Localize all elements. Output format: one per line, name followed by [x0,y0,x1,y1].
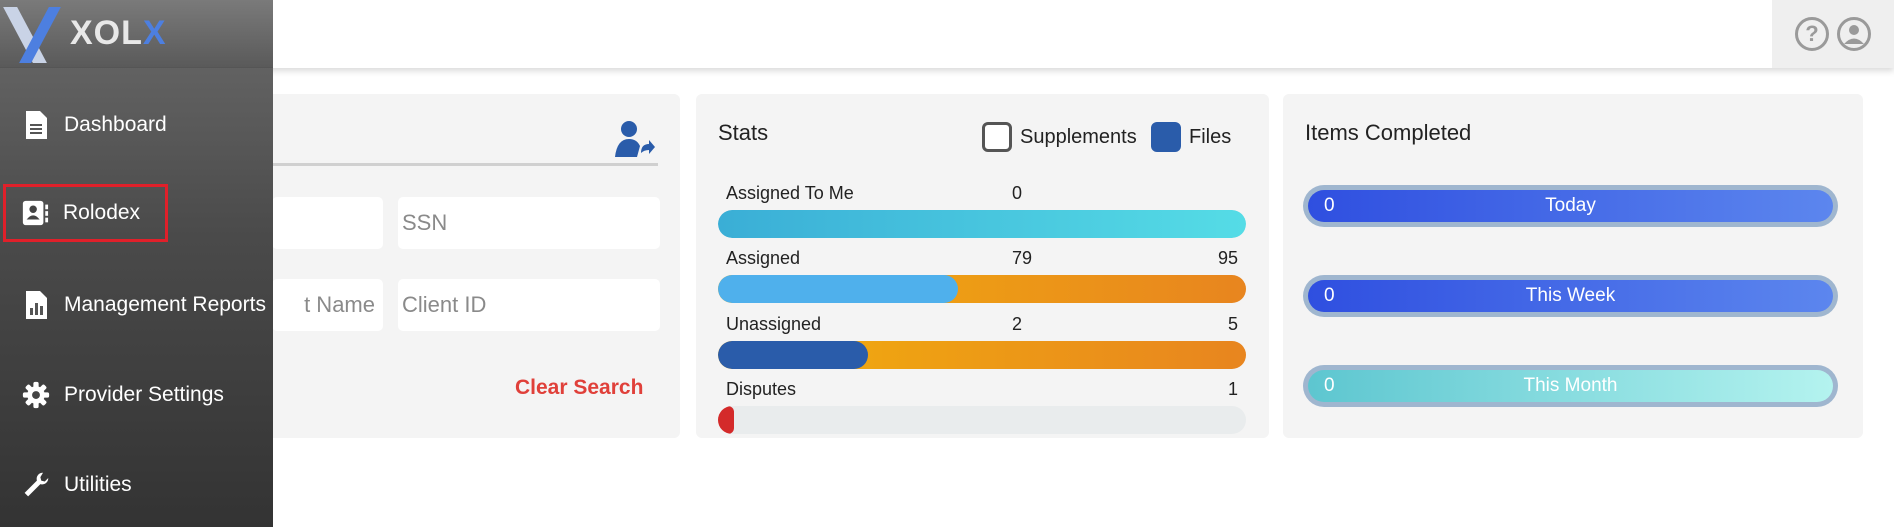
supplements-label: Supplements [1020,125,1137,148]
items-completed-title: Items Completed [1305,120,1472,145]
search-panel: SSN t Name Client ID Clear Search [200,94,680,438]
sidebar-item-label: Provider Settings [64,383,224,406]
contact-card-icon [21,198,49,228]
question-circle-icon[interactable]: ? [1795,17,1829,51]
files-label: Files [1189,125,1232,148]
report-icon [22,290,50,320]
completed-this-month: 0 This Month [1303,365,1838,407]
sidebar-item-utilities[interactable]: Utilities [0,457,273,513]
sidebar-item-provider-settings[interactable]: Provider Settings [0,367,273,423]
document-icon [22,110,50,140]
client-id-placeholder: Client ID [402,292,487,317]
last-name-field[interactable]: t Name [272,279,383,331]
stat-label: Assigned To Me [726,183,854,203]
stat-value: 79 [1012,248,1033,268]
user-glyph [1844,25,1864,44]
sidebar-item-label: Management Reports [64,293,266,316]
stat-label: Disputes [726,379,797,399]
last-name-placeholder: t Name [304,292,375,317]
progress-fill [718,341,869,369]
completed-count: 0 [1324,375,1335,396]
progress-fill [718,210,1246,238]
divider [273,163,658,166]
completed-label: This Month [1523,375,1618,396]
completed-count: 0 [1324,195,1335,216]
completed-label: Today [1545,195,1596,216]
completed-label: This Week [1525,285,1616,306]
sidebar-item-label: Dashboard [64,113,167,136]
share-user-icon[interactable] [615,119,655,164]
app-logo[interactable]: XOLX [0,0,273,68]
gear-icon [22,380,50,410]
top-header: ? [0,0,1894,68]
files-toggle[interactable]: Files [1151,122,1231,152]
user-circle-icon[interactable] [1837,17,1871,51]
stat-value: 0 [1012,183,1023,203]
logo-mark [3,6,61,63]
stats-panel: Stats Supplements Files Assigned To Me 0… [696,94,1269,438]
completed-this-week: 0 This Week [1303,275,1838,317]
stat-total: 1 [1227,379,1238,399]
supplements-checkbox[interactable] [982,122,1012,152]
progress-bar [718,341,1246,369]
items-completed-panel: Items Completed 0 Today 0 This Week 0 Th… [1283,94,1863,438]
search-field-partial[interactable] [272,197,383,249]
header-actions: ? [1772,0,1894,68]
sidebar-item-dashboard[interactable]: Dashboard [0,97,273,153]
files-checkbox[interactable] [1151,122,1181,152]
stat-value: 2 [1012,314,1023,334]
completed-count: 0 [1324,285,1335,306]
stat-label: Assigned [726,248,801,268]
ssn-field[interactable]: SSN [398,197,660,249]
stats-title: Stats [718,120,769,145]
supplements-toggle[interactable]: Supplements [982,122,1137,152]
progress-bar [718,275,1246,303]
sidebar-item-management-reports[interactable]: Management Reports [0,277,273,333]
stat-label: Unassigned [726,314,822,334]
completed-today: 0 Today [1303,185,1838,227]
sidebar-item-label: Utilities [64,473,132,496]
progress-fill [718,275,959,303]
progress-bar [718,210,1246,238]
wrench-icon [22,470,50,500]
sidebar-item-rolodex[interactable]: Rolodex [3,184,168,242]
sidebar: XOLX Dashboard Rolodex Management Report… [0,0,273,527]
stat-total: 5 [1227,314,1238,334]
progress-bar [718,406,1246,434]
stat-total: 95 [1217,248,1238,268]
client-id-field[interactable]: Client ID [398,279,660,331]
logo-text: XOLX [70,14,167,52]
ssn-placeholder: SSN [402,210,448,235]
clear-search-button[interactable]: Clear Search [515,376,644,399]
sidebar-item-label: Rolodex [63,201,141,224]
progress-fill [718,406,734,434]
